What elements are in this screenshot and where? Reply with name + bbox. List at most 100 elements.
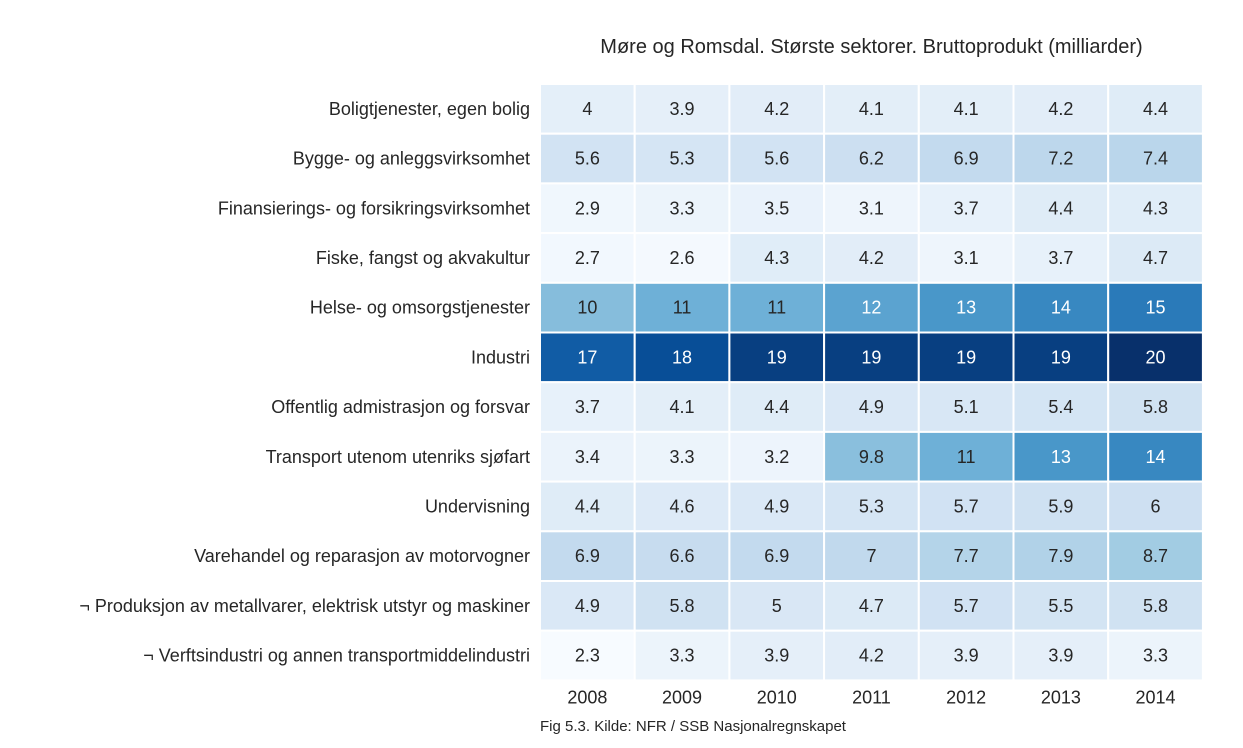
cell-value-label: 2.7 [575,248,600,268]
column-label: 2009 [662,687,702,707]
cell-value-label: 19 [1051,347,1071,367]
heatmap-cell [917,430,1015,483]
row-label: Offentlig admistrasjon og forsvar [271,397,530,417]
cell-value-label: 3.1 [954,248,979,268]
cell-value-label: 4.3 [764,248,789,268]
cell-value-label: 19 [861,347,881,367]
row-label: Industri [471,347,530,367]
heatmap-cell [1107,629,1204,682]
cell-value-label: 7.9 [1048,546,1073,566]
heatmap-cell [823,182,920,235]
cell-value-label: 14 [1051,298,1071,318]
cell-value-label: 5.9 [1048,496,1073,516]
cell-value-label: 14 [1146,447,1166,467]
cell-value-label: 5.1 [954,397,979,417]
cell-value-label: 5.7 [954,596,979,616]
heatmap-cell [539,281,636,334]
row-label: Varehandel og reparasjon av motorvogner [194,546,530,566]
cell-value-label: 3.2 [764,447,789,467]
row-label: Boligtjenester, egen bolig [329,99,530,119]
cell-value-label: 4.6 [670,496,695,516]
cell-value-label: 6.2 [859,149,884,169]
cell-value-label: 9.8 [859,447,884,467]
heatmap-cell [539,430,636,483]
heatmap-cell [1012,381,1110,433]
cell-value-label: 3.9 [670,99,695,119]
chart-title: Møre og Romsdal. Største sektorer. Brutt… [600,36,1143,58]
cell-value-label: 5.3 [859,496,884,516]
row-label: Undervisning [425,496,530,516]
cell-value-label: 4.3 [1143,198,1168,218]
cell-value-label: 4.7 [1143,248,1168,268]
heatmap-cell [1012,132,1110,185]
cell-value-label: 4.1 [859,99,884,119]
cell-value-label: 5.8 [670,596,695,616]
heatmap-cell [728,480,826,533]
heatmap-cell [823,281,920,334]
cell-value-label: 6.9 [764,546,789,566]
cell-value-label: 11 [767,298,786,318]
figure-caption: Fig 5.3. Kilde: NFR / SSB Nasjonalregnsk… [540,718,846,735]
heatmap-cell [1012,629,1110,682]
cell-value-label: 5.8 [1143,596,1168,616]
heatmap-cell [633,381,731,433]
row-label: Transport utenom utenriks sjøfart [266,447,530,467]
cell-value-label: 3.7 [1048,248,1073,268]
cell-value-label: 3.7 [954,198,979,218]
cell-value-label: 3.3 [670,646,695,666]
cell-value-label: 10 [577,298,597,318]
heatmap-cell [917,182,1015,235]
cell-value-label: 4.2 [1048,99,1073,119]
cell-value-label: 5.3 [670,149,695,169]
column-label: 2014 [1136,687,1176,707]
cell-value-label: 4.2 [859,248,884,268]
cell-value-label: 6.9 [954,149,979,169]
cell-value-label: 6 [1151,496,1161,516]
heatmap-cell [823,530,920,582]
cell-value-label: 3.9 [1048,646,1073,666]
heatmap-cell [728,232,826,284]
heatmap-cell [823,232,920,284]
cell-value-label: 2.6 [670,248,695,268]
cell-value-label: 4.9 [859,397,884,417]
cell-value-label: 4.2 [764,99,789,119]
heatmap-cell [633,331,731,384]
cell-value-label: 5 [772,596,782,616]
cell-value-label: 4.4 [1048,198,1073,218]
cell-value-label: 3.3 [670,447,695,467]
cell-value-label: 4.4 [764,397,789,417]
heatmap-cell [539,530,636,582]
cell-value-label: 20 [1146,347,1166,367]
heatmap-cell [823,331,920,384]
cell-value-label: 13 [956,298,976,318]
heatmap-cell [1107,232,1204,284]
cell-value-label: 4.1 [670,397,695,417]
heatmap-cell [823,629,920,682]
heatmap-cell [539,132,636,185]
heatmap-cell [1107,331,1204,384]
cell-value-label: 5.6 [764,149,789,169]
cell-value-label: 7.4 [1143,149,1168,169]
cell-value-label: 4.7 [859,596,884,616]
cell-value-label: 6.9 [575,546,600,566]
heatmap-cell [728,281,826,334]
cell-value-label: 7 [866,546,876,566]
cell-value-label: 3.3 [1143,646,1168,666]
column-label: 2013 [1041,687,1081,707]
cell-value-label: 3.3 [670,198,695,218]
heatmap-cell [1012,430,1110,483]
cell-value-label: 19 [956,347,976,367]
heatmap-cell [728,331,826,384]
heatmap-cell [539,182,636,235]
row-label: Fiske, fangst og akvakultur [316,248,530,268]
column-label: 2012 [946,687,986,707]
cell-value-label: 6.6 [670,546,695,566]
heatmap-cell [728,629,826,682]
row-label: Bygge- og anleggsvirksomhet [293,149,530,169]
cell-value-label: 5.6 [575,149,600,169]
cell-value-label: 5.7 [954,496,979,516]
heatmap-cell [1012,281,1110,334]
row-label: ¬ Produksjon av metallvarer, elektrisk u… [79,596,530,616]
heatmap-cell [1107,182,1204,235]
cell-value-label: 5.8 [1143,397,1168,417]
